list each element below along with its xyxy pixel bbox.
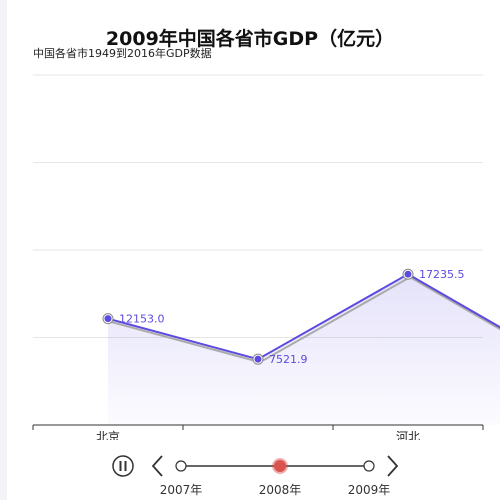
data-label: 12153.0	[119, 313, 165, 326]
x-tick-label: 河北	[396, 430, 420, 440]
chevron-right-icon[interactable]	[387, 455, 399, 477]
pause-icon[interactable]	[112, 455, 134, 477]
timeline-point[interactable]	[272, 458, 288, 474]
timeline: 2007年 2008年 2009年	[0, 440, 500, 500]
series-line-shadow	[109, 276, 500, 364]
timeline-year-label[interactable]: 2009年	[347, 483, 391, 497]
timeline-point[interactable]	[175, 460, 187, 472]
data-label: 17235.5	[419, 268, 465, 281]
timeline-year-label[interactable]: 2007年	[159, 483, 203, 497]
chevron-left-icon[interactable]	[151, 455, 163, 477]
data-label: 7521.9	[269, 353, 308, 366]
chart-subtitle: 中国各省市1949到2016年GDP数据	[33, 47, 212, 60]
timeline-point[interactable]	[363, 460, 375, 472]
data-point	[404, 270, 412, 278]
x-tick-label: 北京	[96, 430, 120, 440]
timeline-year-label[interactable]: 2008年	[258, 483, 302, 497]
left-strip	[0, 0, 7, 500]
area-fill	[108, 274, 500, 425]
data-point	[254, 355, 262, 363]
series-line	[107, 273, 500, 361]
chart-title: 2009年中国各省市GDP（亿元）	[105, 28, 395, 50]
data-point	[104, 315, 112, 323]
